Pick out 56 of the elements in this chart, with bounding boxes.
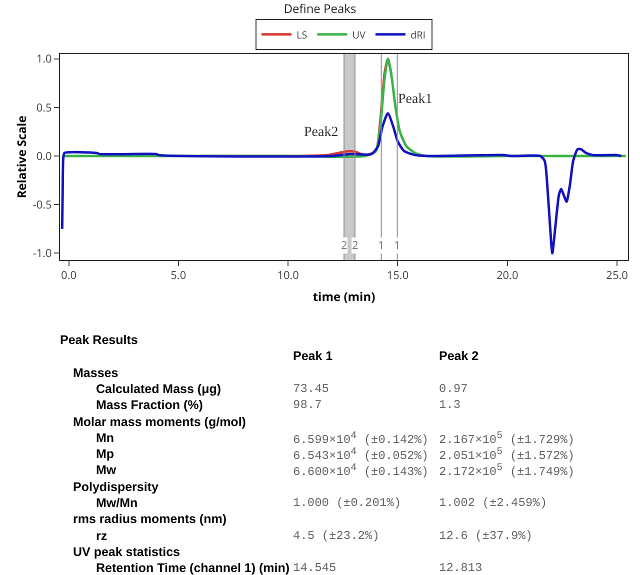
x-axis-title: time (min) — [312, 288, 376, 305]
text: Calculated Mass (μg) — [96, 382, 222, 396]
legend-label: dRI — [410, 27, 426, 42]
text: 2.051×10$^{5}$ (±1.572%) — [439, 447, 575, 464]
text: Polydispersity — [73, 480, 158, 494]
y-tick-label: 1.0 — [36, 52, 52, 67]
text: 6.599×10$^{4}$ (±0.142%) — [293, 430, 429, 447]
annotation: 1 — [378, 238, 384, 253]
text: 12.6 (±37.9%) — [439, 528, 533, 543]
text: UV peak statistics — [73, 544, 180, 559]
text: Peak Results — [60, 333, 138, 347]
annotation: 2 — [352, 238, 358, 253]
text: rz — [96, 528, 108, 543]
x-tick-label: 25.0 — [606, 268, 628, 284]
text: 1.000 (±0.201%) — [293, 496, 402, 510]
text: Mw/Mn — [96, 496, 138, 510]
chart-title: Define Peaks — [284, 0, 356, 17]
text: 6.543×10$^{4}$ (±0.052%) — [293, 447, 429, 464]
text: Molar mass moments (g/mol) — [73, 414, 246, 428]
text: Peak 2 — [439, 349, 479, 364]
y-tick-label: 0.0 — [36, 148, 52, 164]
text: 0.97 — [439, 382, 468, 396]
text: Mass Fraction (%) — [96, 398, 203, 412]
y-axis-title: Relative Scale — [13, 116, 30, 198]
text: 98.7 — [293, 398, 322, 412]
text: Peak 1 — [293, 349, 333, 364]
text: rms radius moments (nm) — [73, 512, 227, 526]
text: 14.545 — [293, 561, 336, 575]
text: 73.45 — [293, 382, 330, 396]
x-tick-label: 0.0 — [61, 268, 77, 284]
legend-label: LS — [296, 27, 308, 42]
x-tick-label: 20.0 — [496, 268, 518, 284]
text: Masses — [73, 366, 118, 380]
text: 12.813 — [439, 561, 482, 575]
legend-label: UV — [352, 27, 366, 42]
text: Mw — [96, 463, 116, 478]
text: 6.600×10$^{4}$ (±0.143%) — [293, 463, 429, 480]
text: Mp — [96, 447, 114, 462]
text: 4.5 (±23.2%) — [293, 528, 380, 543]
text: 1.002 (±2.459%) — [439, 496, 548, 510]
text: 1.3 — [439, 398, 461, 412]
x-tick-label: 5.0 — [170, 268, 186, 284]
annotation: Peak1 — [398, 92, 432, 107]
x-tick-label: 10.0 — [277, 268, 299, 284]
line-series — [60, 112, 623, 254]
text: 2.167×10$^{5}$ (±1.729%) — [439, 430, 575, 447]
y-tick-label: -1.0 — [32, 246, 52, 262]
annotation: 1 — [394, 238, 400, 253]
text: Retention Time (channel 1) (min) — [96, 561, 290, 575]
x-tick-label: 15.0 — [386, 268, 409, 284]
y-tick-label: 0.5 — [36, 100, 52, 116]
text: Mn — [96, 430, 114, 445]
annotation: 2 — [341, 238, 348, 253]
y-tick-label: -0.5 — [32, 197, 52, 212]
text: 2.172×10$^{5}$ (±1.749%) — [439, 463, 575, 480]
annotation: Peak2 — [304, 125, 338, 140]
